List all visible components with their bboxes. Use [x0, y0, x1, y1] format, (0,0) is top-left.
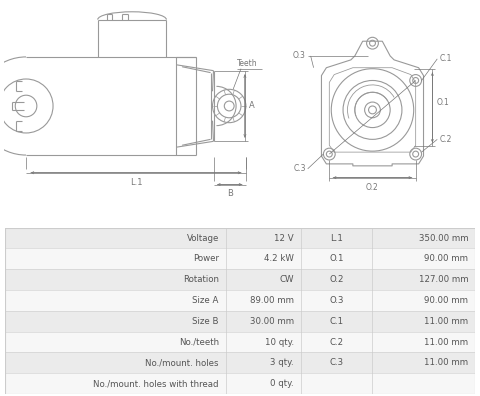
FancyBboxPatch shape: [5, 311, 475, 332]
FancyBboxPatch shape: [5, 352, 475, 373]
Text: C.3: C.3: [329, 358, 344, 367]
Text: No./teeth: No./teeth: [179, 337, 219, 346]
Text: 0 qty.: 0 qty.: [270, 379, 294, 388]
Text: L.1: L.1: [330, 234, 343, 243]
Text: O.3: O.3: [293, 51, 306, 61]
Text: No./mount. holes with thread: No./mount. holes with thread: [93, 379, 219, 388]
FancyBboxPatch shape: [5, 290, 475, 311]
Text: Rotation: Rotation: [183, 275, 219, 284]
Text: C.1: C.1: [439, 54, 452, 63]
Text: 10 qty.: 10 qty.: [265, 337, 294, 346]
FancyBboxPatch shape: [5, 332, 475, 352]
Text: Voltage: Voltage: [186, 234, 219, 243]
Text: B: B: [227, 189, 233, 198]
Text: Size B: Size B: [192, 317, 219, 326]
Text: 90.00 mm: 90.00 mm: [424, 296, 468, 305]
Text: C.2: C.2: [439, 135, 452, 144]
Text: 11.00 mm: 11.00 mm: [424, 358, 468, 367]
Text: 11.00 mm: 11.00 mm: [424, 317, 468, 326]
Text: C.1: C.1: [329, 317, 344, 326]
Text: C.2: C.2: [329, 337, 344, 346]
Text: 89.00 mm: 89.00 mm: [250, 296, 294, 305]
Text: L.1: L.1: [130, 178, 142, 187]
Text: C.3: C.3: [293, 164, 306, 173]
Text: 12 V: 12 V: [275, 234, 294, 243]
FancyBboxPatch shape: [5, 269, 475, 290]
Text: Power: Power: [193, 254, 219, 263]
Text: 4.2 kW: 4.2 kW: [264, 254, 294, 263]
Text: O.2: O.2: [329, 275, 344, 284]
Text: O.1: O.1: [329, 254, 344, 263]
FancyBboxPatch shape: [5, 228, 475, 249]
Text: 90.00 mm: 90.00 mm: [424, 254, 468, 263]
Text: CW: CW: [279, 275, 294, 284]
Text: 127.00 mm: 127.00 mm: [419, 275, 468, 284]
Text: 11.00 mm: 11.00 mm: [424, 337, 468, 346]
Text: O.2: O.2: [366, 183, 379, 192]
FancyBboxPatch shape: [5, 249, 475, 269]
FancyBboxPatch shape: [5, 373, 475, 394]
Text: No./mount. holes: No./mount. holes: [145, 358, 219, 367]
Text: O.1: O.1: [436, 97, 449, 107]
Text: Size A: Size A: [192, 296, 219, 305]
Text: Teeth: Teeth: [237, 59, 258, 68]
Text: A: A: [249, 101, 254, 110]
Text: O.3: O.3: [329, 296, 344, 305]
Text: 3 qty.: 3 qty.: [270, 358, 294, 367]
Text: 350.00 mm: 350.00 mm: [419, 234, 468, 243]
Text: 30.00 mm: 30.00 mm: [250, 317, 294, 326]
